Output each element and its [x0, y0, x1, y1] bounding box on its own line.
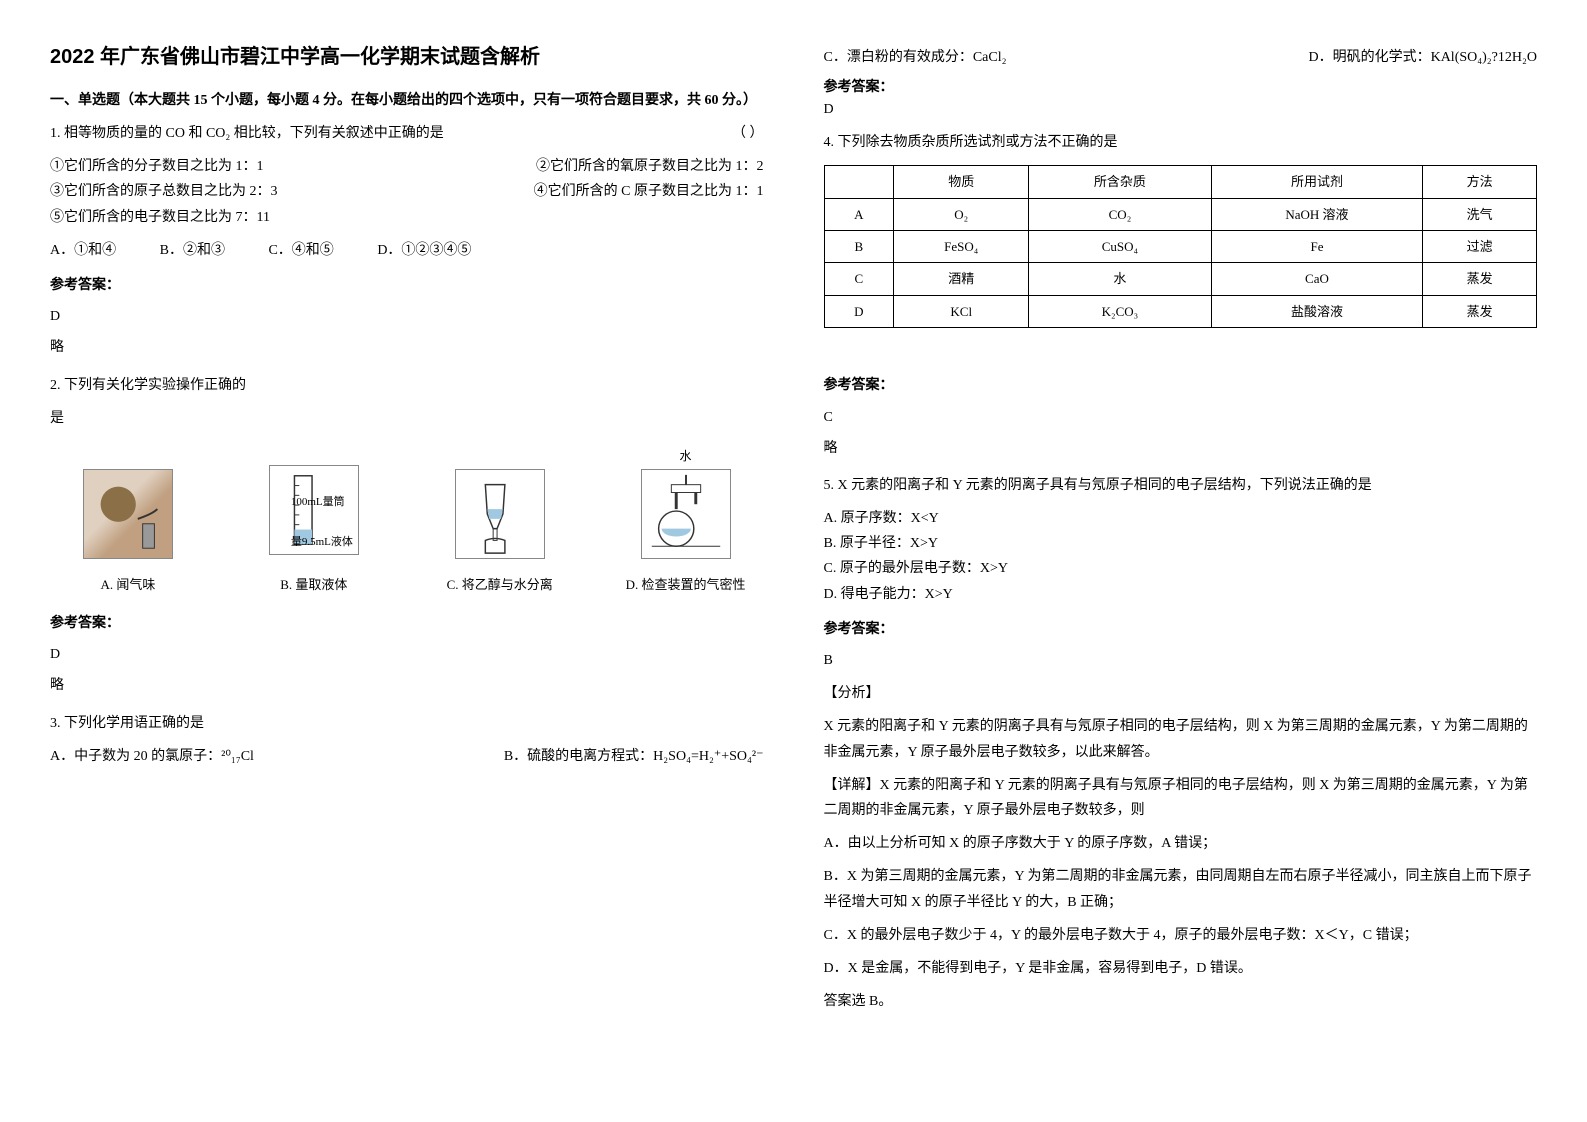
q1-optD: D．①②③④⑤: [377, 238, 471, 263]
q2-cyl-label1: 100mL量筒: [291, 493, 371, 513]
q4-th4: 方法: [1423, 166, 1537, 198]
q2-optD: D. 检查装置的气密性: [608, 573, 764, 596]
q3-ans: D: [824, 102, 1538, 118]
q5-stem: 5. X 元素的阳离子和 Y 元素的阴离子具有与氖原子相同的电子层结构，下列说法…: [824, 473, 1538, 498]
q5-optD: D. 得电子能力：X>Y: [824, 582, 1538, 607]
question-4: 4. 下列除去物质杂质所选试剂或方法不正确的是 物质 所含杂质 所用试剂 方法 …: [824, 130, 1538, 461]
q5-optA: A. 原子序数：X<Y: [824, 506, 1538, 531]
q2-optA: A. 闻气味: [50, 573, 206, 596]
q5-analysis-label: 【分析】: [824, 681, 1538, 706]
q1-sub2: ②它们所含的氧原子数目之比为 1：2: [536, 154, 764, 179]
q4-ans-label: 参考答案：: [824, 373, 1538, 398]
q4-note: 略: [824, 436, 1538, 461]
q5-detailB: B．X 为第三周期的金属元素，Y 为第二周期的非金属元素，由同周期自左而右原子半…: [824, 864, 1538, 914]
q1-optC: C．④和⑤: [268, 238, 333, 263]
question-2: 2. 下列有关化学实验操作正确的 是 A. 闻气味: [50, 373, 764, 699]
q4-th1: 物质: [894, 166, 1029, 198]
q5-conclusion: 答案选 B。: [824, 989, 1538, 1014]
q2-stem: 2. 下列有关化学实验操作正确的: [50, 373, 764, 398]
q3-optA: A．中子数为 20 的氯原子：²⁰₁₇Cl: [50, 744, 254, 769]
q4-table: 物质 所含杂质 所用试剂 方法 A O₂ CO₂ NaOH 溶液 洗气 B Fe…: [824, 165, 1538, 328]
q3-ans-label: 参考答案：: [824, 76, 1538, 96]
page-title: 2022 年广东省佛山市碧江中学高一化学期末试题含解析: [50, 40, 764, 69]
question-3: 3. 下列化学用语正确的是 A．中子数为 20 的氯原子：²⁰₁₇Cl B．硫酸…: [50, 711, 764, 769]
q2-cyl-label2: 量9.5mL液体: [291, 533, 371, 553]
q2-water-label: 水: [608, 446, 764, 468]
q1-sub5: ⑤它们所含的电子数目之比为 7：11: [50, 205, 764, 230]
q4-th3: 所用试剂: [1211, 166, 1423, 198]
section-header: 一、单选题（本大题共 15 个小题，每小题 4 分。在每小题给出的四个选项中，只…: [50, 89, 764, 109]
q2-img-smell: A. 闻气味: [50, 469, 206, 596]
q3-stem: 3. 下列化学用语正确的是: [50, 711, 764, 736]
q5-detailA: A．由以上分析可知 X 的原子序数大于 Y 的原子序数，A 错误；: [824, 831, 1538, 856]
question-1: 1. 相等物质的量的 CO 和 CO₂ 相比较，下列有关叙述中正确的是 （ ） …: [50, 121, 764, 361]
q3-optD: D．明矾的化学式：KAl(SO₄)₂?12H₂O: [1308, 46, 1537, 66]
q2-note: 略: [50, 673, 764, 698]
q1-paren: （ ）: [732, 121, 764, 146]
q1-optA: A．①和④: [50, 238, 116, 263]
table-row: D KCl K₂CO₃ 盐酸溶液 蒸发: [824, 295, 1537, 327]
table-row: A O₂ CO₂ NaOH 溶液 洗气: [824, 198, 1537, 230]
q4-stem: 4. 下列除去物质杂质所选试剂或方法不正确的是: [824, 130, 1538, 155]
q3-optB: B．硫酸的电离方程式：H₂SO₄=H₂⁺+SO₄²⁻: [504, 744, 764, 769]
q4-th2: 所含杂质: [1029, 166, 1211, 198]
table-row: C 酒精 水 CaO 蒸发: [824, 263, 1537, 295]
q2-img-cylinder: 100mL量筒 量9.5mL液体 B. 量取液体: [236, 465, 392, 596]
q1-ans-label: 参考答案：: [50, 273, 764, 298]
q1-stem: 1. 相等物质的量的 CO 和 CO₂ 相比较，下列有关叙述中正确的是: [50, 126, 444, 141]
q2-optB: B. 量取液体: [236, 573, 392, 596]
q5-ans: B: [824, 648, 1538, 673]
q5-optC: C. 原子的最外层电子数：X>Y: [824, 556, 1538, 581]
q2-img-check: 水 D. 检查装置的气密性: [608, 446, 764, 596]
q5-detailC: C．X 的最外层电子数少于 4，Y 的最外层电子数大于 4，原子的最外层电子数：…: [824, 923, 1538, 948]
table-row: B FeSO₄ CuSO₄ Fe 过滤: [824, 230, 1537, 262]
q2-optC: C. 将乙醇与水分离: [422, 573, 578, 596]
q2-img-separate: C. 将乙醇与水分离: [422, 469, 578, 596]
q4-ans: C: [824, 405, 1538, 430]
q5-optB: B. 原子半径：X>Y: [824, 531, 1538, 556]
q2-stem2: 是: [50, 406, 764, 431]
q1-ans: D: [50, 304, 764, 329]
q1-optB: B．②和③: [160, 238, 225, 263]
q3-optC: C．漂白粉的有效成分：CaCl₂: [824, 46, 1007, 66]
q1-note: 略: [50, 335, 764, 360]
q1-sub3: ③它们所含的原子总数目之比为 2：3: [50, 179, 278, 204]
q1-sub1: ①它们所含的分子数目之比为 1：1: [50, 154, 264, 179]
q2-ans-label: 参考答案：: [50, 611, 764, 636]
q1-sub4: ④它们所含的 C 原子数目之比为 1：1: [534, 179, 764, 204]
q4-th0: [824, 166, 894, 198]
q2-ans: D: [50, 642, 764, 667]
q5-detailD: D．X 是金属，不能得到电子，Y 是非金属，容易得到电子，D 错误。: [824, 956, 1538, 981]
q5-analysis1: X 元素的阳离子和 Y 元素的阴离子具有与氖原子相同的电子层结构，则 X 为第三…: [824, 714, 1538, 764]
question-5: 5. X 元素的阳离子和 Y 元素的阴离子具有与氖原子相同的电子层结构，下列说法…: [824, 473, 1538, 1014]
q5-detail-label: 【详解】X 元素的阳离子和 Y 元素的阴离子具有与氖原子相同的电子层结构，则 X…: [824, 773, 1538, 823]
q5-ans-label: 参考答案：: [824, 617, 1538, 642]
